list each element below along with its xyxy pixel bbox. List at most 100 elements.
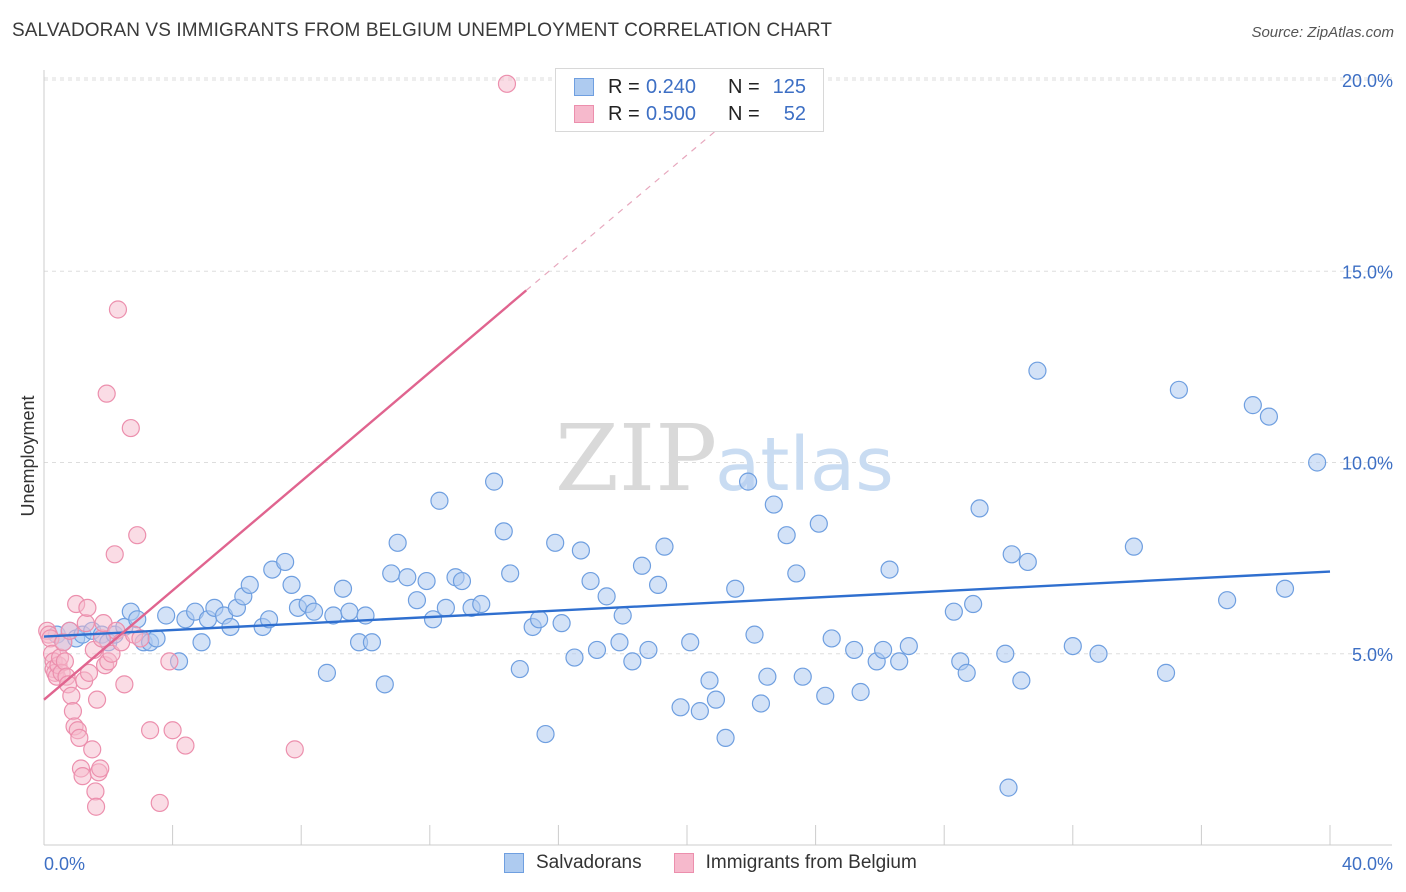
source-label: Source: ZipAtlas.com <box>1251 24 1394 41</box>
belgium-point <box>78 598 97 617</box>
belgium-point <box>60 621 79 640</box>
y-axis-label: Unemployment <box>18 395 38 516</box>
stats-legend: R = 0.240 N = 125 R = 0.500 N = 52 <box>555 68 824 132</box>
belgium-points <box>38 74 517 816</box>
legend-label-salvadorans: Salvadorans <box>536 852 642 873</box>
salvadoran-point <box>1156 663 1176 682</box>
salvadoran-point <box>240 575 259 595</box>
belgium-point <box>87 690 107 709</box>
belgium-point <box>285 740 304 759</box>
legend-swatch-blue <box>574 78 594 96</box>
legend-r-label: R = <box>608 102 640 125</box>
belgium-point <box>176 736 195 755</box>
salvadoran-point <box>655 537 674 556</box>
salvadoran-point <box>362 633 382 652</box>
salvadoran-point <box>375 675 394 694</box>
y-tick-label: 20.0% <box>1342 71 1393 91</box>
salvadoran-point <box>192 633 211 652</box>
belgium-point <box>160 652 179 671</box>
belgium-point <box>73 767 92 786</box>
salvadoran-point <box>282 575 301 595</box>
salvadoran-point <box>1063 636 1082 656</box>
legend-n-value: 125 <box>772 75 806 98</box>
salvadoran-point <box>700 671 719 690</box>
legend-row-salvadorans: R = 0.240 N = 125 <box>574 74 806 100</box>
legend-item-belgium[interactable]: Immigrants from Belgium <box>673 852 917 874</box>
belgium-trend-extension <box>525 113 736 291</box>
salvadoran-point <box>764 495 783 514</box>
salvadoran-point <box>1028 361 1047 380</box>
legend-swatch-pink <box>673 853 694 873</box>
salvadoran-point <box>999 778 1018 797</box>
salvadoran-point <box>1018 552 1037 572</box>
salvadoran-point <box>452 571 472 591</box>
salvadoran-point <box>671 698 690 717</box>
salvadoran-point <box>816 686 835 705</box>
belgium-point <box>55 652 74 671</box>
salvadoran-point <box>571 541 591 560</box>
salvadoran-point <box>1124 537 1143 556</box>
salvadoran-point <box>510 659 529 679</box>
legend-swatch-blue <box>504 853 524 873</box>
salvadoran-point <box>587 640 607 660</box>
trend-lines <box>43 113 1331 701</box>
salvadoran-point <box>880 560 899 579</box>
salvadoran-point <box>333 579 353 598</box>
salvadoran-point <box>597 587 616 606</box>
legend-n-label: N = <box>728 75 760 98</box>
salvadoran-point <box>536 724 555 744</box>
belgium-point <box>70 728 89 748</box>
salvadoran-point <box>1089 644 1108 663</box>
belgium-point <box>91 759 110 778</box>
tick-labels: 5.0% 10.0% 15.0% 20.0% 0.0% 40.0% <box>44 71 1393 874</box>
salvadoran-point <box>944 602 963 621</box>
salvadoran-point <box>758 667 777 686</box>
belgium-point <box>150 793 169 813</box>
belgium-point <box>97 384 116 403</box>
salvadoran-point <box>690 702 709 721</box>
salvadoran-point <box>681 633 700 652</box>
belgium-point <box>108 300 128 319</box>
legend-n-label: N = <box>728 102 760 125</box>
salvadoran-point <box>726 579 745 598</box>
salvadoran-point <box>1012 671 1031 690</box>
belgium-point <box>128 526 147 545</box>
salvadoran-point <box>157 606 176 625</box>
salvadoran-point <box>1002 545 1021 564</box>
legend-row-belgium: R = 0.500 N = 52 <box>574 101 806 127</box>
belgium-point <box>86 782 105 801</box>
salvadoran-point <box>147 629 166 648</box>
salvadoran-point <box>1169 380 1188 399</box>
salvadoran-point <box>996 644 1015 663</box>
salvadoran-point <box>398 568 417 587</box>
salvadoran-point <box>530 610 549 629</box>
belgium-point <box>163 721 182 740</box>
legend-r-label: R = <box>608 75 640 98</box>
salvadoran-point <box>851 682 870 702</box>
y-tick-label: 10.0% <box>1342 454 1393 474</box>
x-tick-label: 0.0% <box>44 854 85 874</box>
salvadoran-point <box>777 526 796 545</box>
salvadoran-point <box>639 640 658 660</box>
salvadoran-point <box>632 556 652 575</box>
legend-item-salvadorans[interactable]: Salvadorans <box>504 852 642 874</box>
salvadoran-point <box>501 564 520 583</box>
salvadoran-point <box>648 575 668 595</box>
belgium-point <box>105 545 124 564</box>
salvadoran-point <box>259 610 279 629</box>
salvadoran-point <box>706 690 726 709</box>
legend-label-belgium: Immigrants from Belgium <box>705 852 917 873</box>
salvadoran-point <box>417 571 436 591</box>
salvadoran-point <box>546 533 565 552</box>
salvadoran-point <box>623 652 642 671</box>
watermark-atlas: atlas <box>715 422 894 508</box>
salvadoran-point <box>793 667 812 686</box>
y-tick-label: 15.0% <box>1342 262 1393 282</box>
salvadoran-point <box>787 564 806 583</box>
salvadoran-point <box>430 491 449 510</box>
belgium-trend-line <box>43 289 528 701</box>
belgium-point <box>83 740 102 759</box>
salvadoran-point <box>494 522 513 541</box>
salvadoran-point <box>738 472 758 491</box>
